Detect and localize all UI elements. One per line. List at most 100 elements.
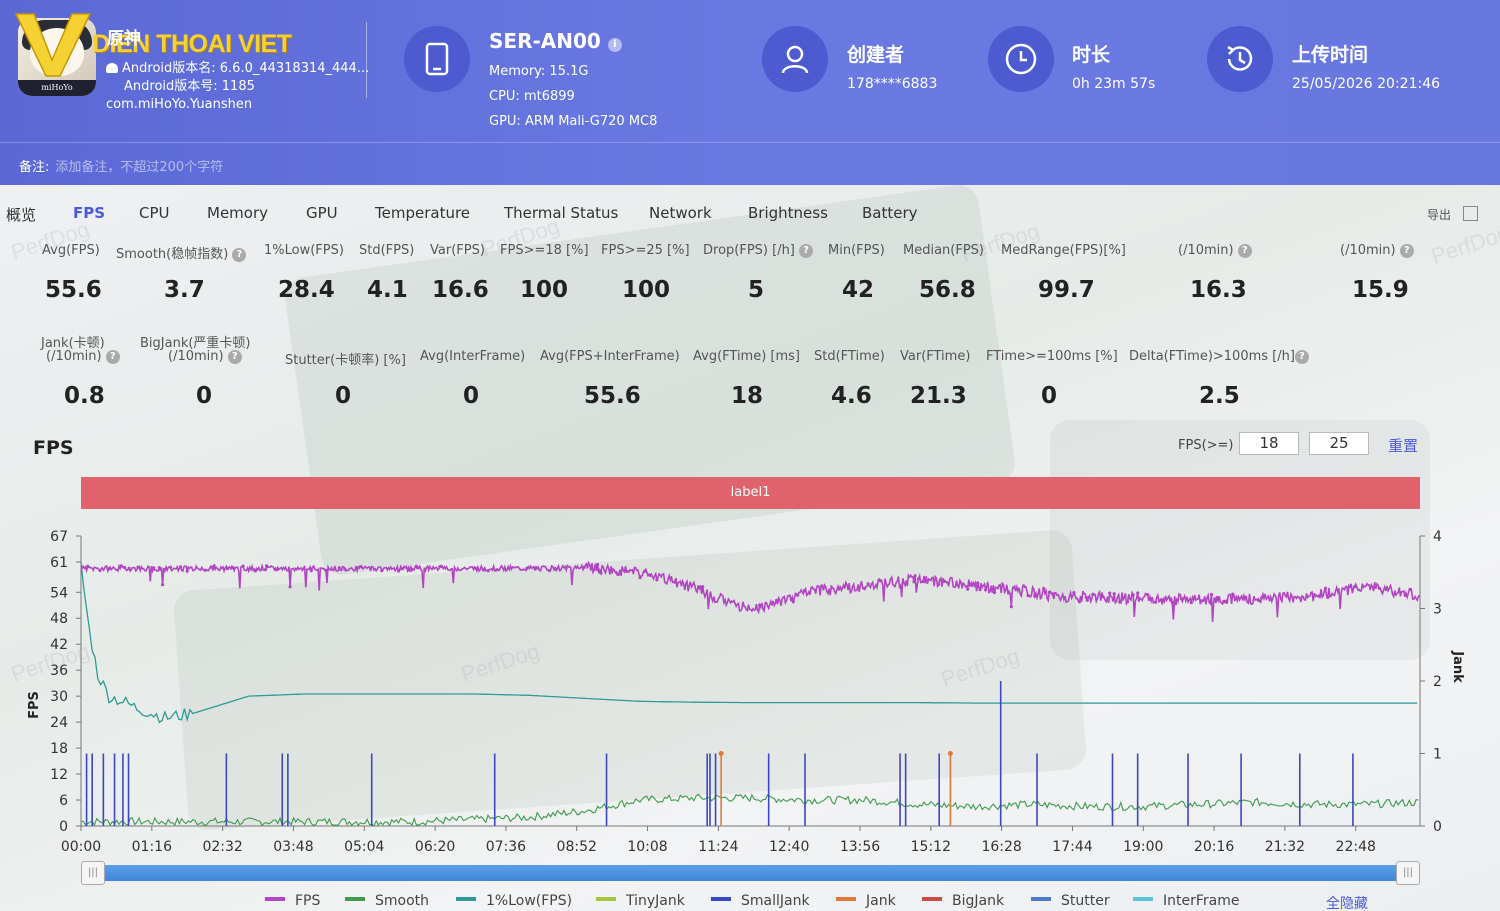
user-icon bbox=[781, 45, 809, 74]
fps-point bbox=[1200, 599, 1205, 603]
fps-threshold-input-2[interactable]: 25 bbox=[1309, 432, 1369, 455]
y-axis-label: FPS bbox=[27, 691, 42, 719]
remark-input[interactable]: 添加备注，不超过200个字符 bbox=[55, 160, 224, 175]
legend-swatch bbox=[836, 897, 856, 901]
label-band[interactable]: label1 bbox=[81, 477, 1420, 509]
legend-item-jank[interactable]: Jank bbox=[836, 893, 896, 909]
fps-point bbox=[1215, 596, 1219, 600]
x-tick-label: 05:04 bbox=[344, 839, 384, 855]
remark-label: 备注: bbox=[19, 160, 50, 175]
table-icon[interactable] bbox=[1463, 206, 1478, 221]
y-tick-label: 36 bbox=[50, 663, 68, 679]
legend-item-interframe[interactable]: InterFrame bbox=[1133, 893, 1239, 909]
legend-item-fps[interactable]: FPS bbox=[265, 893, 320, 909]
fps-point bbox=[408, 568, 412, 572]
fps-threshold-input-1[interactable]: 18 bbox=[1239, 432, 1299, 455]
fps-point bbox=[241, 564, 245, 568]
info-icon[interactable]: i bbox=[607, 38, 622, 52]
tab-memory[interactable]: Memory bbox=[207, 204, 269, 222]
header-divider bbox=[366, 22, 367, 98]
fps-point bbox=[655, 578, 659, 582]
tab-fps[interactable]: FPS bbox=[73, 204, 106, 222]
chart-legend: 全隐藏 FPS Smooth 1%Low(FPS) TinyJank SmallJank… bbox=[0, 893, 1500, 911]
tab-overview[interactable]: 概览 bbox=[6, 206, 37, 224]
help-icon[interactable]: ? bbox=[1294, 350, 1309, 364]
y2-tick-label: 1 bbox=[1433, 747, 1442, 763]
tab-brightness[interactable]: Brightness bbox=[748, 204, 828, 222]
fps-point bbox=[1022, 584, 1026, 588]
legend-item-1-low-fps-[interactable]: 1%Low(FPS) bbox=[456, 893, 572, 909]
stat-label-sub: (/10min) ? bbox=[168, 349, 242, 364]
y2-axis-label: Jank bbox=[1450, 650, 1465, 683]
fps-point bbox=[158, 567, 162, 571]
stat-value: 100 bbox=[520, 277, 569, 303]
fps-point bbox=[1209, 592, 1214, 597]
fps-point bbox=[942, 579, 946, 583]
help-icon[interactable]: ? bbox=[1237, 244, 1252, 258]
tab-cpu[interactable]: CPU bbox=[139, 204, 170, 222]
help-icon[interactable]: ? bbox=[232, 248, 247, 262]
upload-title: 上传时间 bbox=[1292, 44, 1369, 66]
stats-panel: Avg(FPS) Smooth(稳帧指数) ? 1%Low(FPS) Std(F… bbox=[0, 0, 1500, 430]
fps-point bbox=[1377, 586, 1381, 590]
logo-v-icon bbox=[14, 13, 92, 77]
fps-point bbox=[976, 581, 980, 585]
legend-item-smooth[interactable]: Smooth bbox=[345, 893, 429, 909]
tab-battery[interactable]: Battery bbox=[862, 204, 918, 222]
remark[interactable]: 备注: 添加备注，不超过200个字符 bbox=[19, 156, 223, 175]
fps-point bbox=[231, 566, 235, 570]
export-button[interactable]: 导出 bbox=[1427, 208, 1452, 222]
x-tick-label: 00:00 bbox=[61, 839, 101, 855]
legend-item-tinyjank[interactable]: TinyJank bbox=[596, 893, 685, 909]
hide-all-button[interactable]: 全隐藏 bbox=[1326, 896, 1368, 911]
fps-point bbox=[324, 568, 328, 572]
fps-series-line bbox=[80, 560, 1421, 622]
fps-point bbox=[701, 585, 705, 589]
y2-tick-label: 2 bbox=[1433, 674, 1442, 690]
watermark-logo: DIEN THOAI VIET bbox=[92, 30, 292, 58]
legend-item-bigjank[interactable]: BigJank bbox=[922, 893, 1004, 909]
fps-point bbox=[1047, 590, 1051, 594]
slider-handle-left[interactable]: ||| bbox=[81, 861, 105, 885]
time-range-slider[interactable]: ||| ||| bbox=[81, 861, 1420, 885]
report-header: miHoYo DIEN THOAI VIET 原神 Android版本名: 6.… bbox=[0, 0, 1500, 185]
legend-item-smalljank[interactable]: SmallJank bbox=[711, 893, 810, 909]
fps-point bbox=[1011, 586, 1016, 590]
slider-handle-right[interactable]: ||| bbox=[1396, 861, 1420, 885]
y2-tick-label: 4 bbox=[1433, 529, 1442, 545]
stat-label: BigJank(严重卡顿) bbox=[140, 336, 251, 351]
fps-point bbox=[127, 566, 131, 570]
legend-label: TinyJank bbox=[626, 893, 685, 909]
legend-label: 1%Low(FPS) bbox=[486, 893, 573, 909]
help-icon[interactable]: ? bbox=[1399, 244, 1414, 258]
tab-network[interactable]: Network bbox=[649, 204, 712, 222]
fps-point bbox=[1223, 600, 1227, 604]
smooth-series-line bbox=[80, 793, 1419, 827]
help-icon[interactable]: ? bbox=[799, 244, 814, 258]
fps-point bbox=[643, 569, 647, 573]
stat-label-text: (/10min) bbox=[1178, 243, 1234, 258]
tab-gpu[interactable]: GPU bbox=[306, 204, 338, 222]
fps-point bbox=[203, 568, 207, 572]
y-tick-label: 30 bbox=[50, 689, 68, 705]
fps-point bbox=[984, 588, 988, 592]
fps-point bbox=[337, 566, 341, 570]
app-icon-tag: miHoYo bbox=[18, 80, 96, 96]
fps-point bbox=[1154, 600, 1158, 604]
stat-label: (/10min) ? bbox=[1178, 243, 1252, 258]
fps-point bbox=[123, 565, 127, 570]
fps-point bbox=[937, 582, 941, 586]
fps-point bbox=[1131, 593, 1135, 597]
fps-point bbox=[1084, 595, 1088, 599]
tab-temperature[interactable]: Temperature bbox=[375, 204, 471, 222]
x-tick-label: 17:44 bbox=[1052, 839, 1092, 855]
android-icon bbox=[106, 63, 118, 73]
stat-label-text: (/10min) bbox=[46, 349, 102, 364]
tab-thermal-status[interactable]: Thermal Status bbox=[504, 204, 619, 222]
reset-button[interactable]: 重置 bbox=[1388, 437, 1419, 455]
fps-point bbox=[98, 568, 102, 573]
slider-track[interactable] bbox=[91, 865, 1410, 881]
help-icon[interactable]: ? bbox=[227, 350, 242, 364]
help-icon[interactable]: ? bbox=[105, 350, 120, 364]
legend-item-stutter[interactable]: Stutter bbox=[1031, 893, 1110, 909]
